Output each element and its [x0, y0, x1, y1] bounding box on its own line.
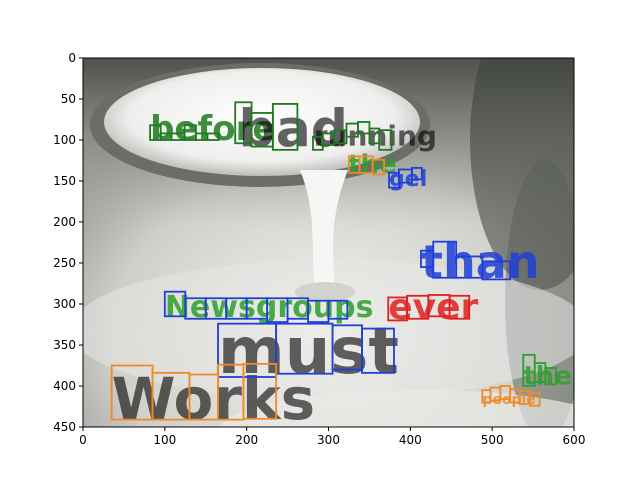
- word-box-group: [481, 385, 541, 407]
- y-tick-label: 0: [68, 51, 76, 65]
- x-tick-label: 100: [153, 433, 176, 447]
- x-axis: 0 100 200 300 400 500 600: [79, 427, 585, 447]
- word-box-group: [234, 101, 299, 151]
- y-tick-label: 300: [53, 297, 76, 311]
- character-box: [361, 327, 395, 374]
- word-label: than: [421, 235, 540, 289]
- character-box: [411, 166, 423, 181]
- word-box-group: [522, 353, 557, 387]
- y-tick-label: 100: [53, 133, 76, 147]
- y-tick-label: 150: [53, 174, 76, 188]
- word-label: before: [150, 109, 275, 149]
- x-tick-label: 600: [563, 433, 586, 447]
- character-box: [528, 391, 541, 407]
- word-box-group: [387, 294, 471, 322]
- word-box-group: [348, 155, 386, 176]
- word-label: ever: [388, 287, 478, 328]
- character-boxes: [110, 101, 557, 421]
- character-box: [448, 294, 471, 320]
- x-tick-label: 0: [79, 433, 87, 447]
- word-box-group: [163, 290, 349, 323]
- word-box-group: [217, 322, 395, 378]
- y-axis: 0 50 100 150 200 250 300 350 400 450: [53, 51, 83, 434]
- x-tick-label: 200: [235, 433, 258, 447]
- word-label: running: [314, 120, 437, 153]
- x-tick-label: 300: [317, 433, 340, 447]
- character-box: [544, 367, 557, 386]
- word-box-group: [149, 124, 220, 141]
- x-tick-label: 400: [399, 433, 422, 447]
- y-tick-label: 250: [53, 256, 76, 270]
- character-box: [481, 260, 512, 281]
- word-box-group: [388, 166, 423, 189]
- character-box: [371, 158, 386, 176]
- y-tick-label: 350: [53, 338, 76, 352]
- word-box-group: [420, 240, 512, 281]
- character-box: [378, 129, 393, 151]
- x-tick-label: 500: [481, 433, 504, 447]
- word-box-group: [110, 362, 278, 421]
- character-box: [327, 299, 349, 320]
- y-tick-label: 400: [53, 379, 76, 393]
- character-box: [242, 362, 278, 420]
- y-tick-label: 200: [53, 215, 76, 229]
- character-box: [271, 103, 299, 151]
- character-box: [206, 132, 220, 141]
- word-box-group: [312, 121, 393, 151]
- y-tick-label: 50: [61, 92, 76, 106]
- y-tick-label: 450: [53, 420, 76, 434]
